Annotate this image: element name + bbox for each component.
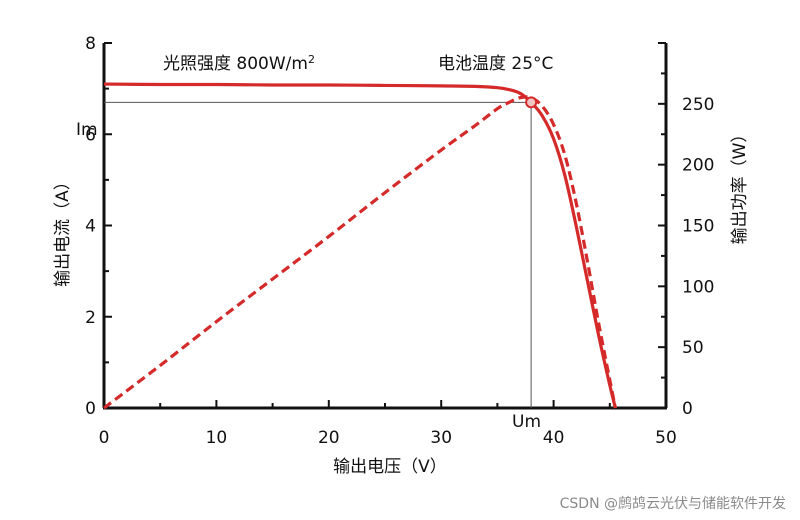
x-tick-label: 20 — [318, 428, 340, 448]
y-right-tick-label: 250 — [682, 95, 714, 115]
y-right-tick-label: 0 — [682, 399, 693, 419]
x-axis-title: 输出电压（V） — [333, 457, 447, 477]
power-curve-line — [103, 95, 617, 410]
temperature-label: 电池温度 25°C — [438, 54, 553, 74]
y-left-tick-label: 0 — [85, 399, 96, 419]
current-curve-line — [103, 82, 617, 409]
mpp-point — [525, 96, 538, 109]
um-label: Um — [512, 412, 541, 432]
y-left-axis-title: 输出电流（A） — [53, 173, 73, 287]
y-left-tick-label: 6 — [85, 125, 96, 145]
irradiance-label: 光照强度 800W/m2 — [163, 53, 315, 74]
watermark: CSDN @鹧鸪云光伏与储能软件开发 — [560, 495, 786, 512]
x-tick-label: 30 — [430, 428, 452, 448]
y-right-tick-label: 100 — [682, 277, 714, 297]
y-right-tick-label: 50 — [682, 338, 704, 358]
y-right-axis-title: 输出功率（W） — [730, 126, 750, 245]
x-tick-label: 0 — [99, 428, 110, 448]
y-left-tick-label: 8 — [85, 34, 96, 54]
y-left-tick-label: 4 — [85, 217, 96, 237]
x-tick-label: 10 — [206, 428, 228, 448]
y-right-tick-label: 200 — [682, 156, 714, 176]
y-left-tick-label: 2 — [85, 308, 96, 328]
im-label: Im — [76, 120, 98, 140]
texts-group: 光照强度 800W/m2 电池温度 25°C Im Um 输出电压（V） 输出电… — [53, 34, 786, 512]
x-tick-label: 40 — [543, 428, 565, 448]
y-right-tick-label: 150 — [682, 217, 714, 237]
axes-group — [102, 42, 668, 410]
x-tick-label: 50 — [655, 428, 677, 448]
curves-group — [103, 82, 617, 410]
